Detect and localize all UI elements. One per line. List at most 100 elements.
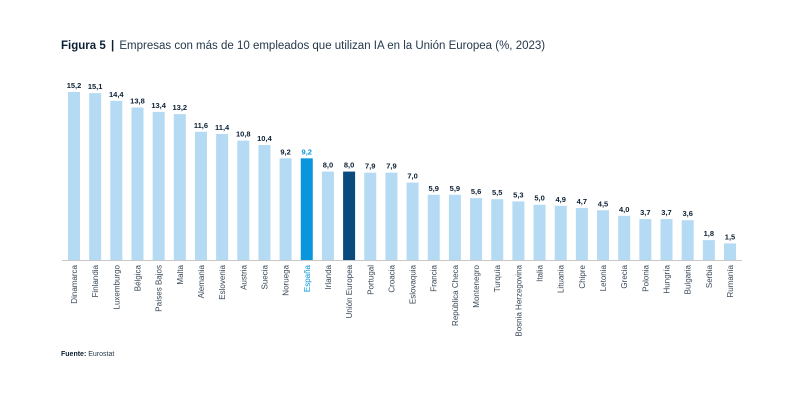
bar-espana <box>300 158 313 260</box>
bar-serbia <box>702 240 715 260</box>
category-label: Montenegro <box>472 264 481 307</box>
value-label: 4,7 <box>577 197 587 206</box>
category-label: Eslovaquia <box>409 264 418 304</box>
bar-hungria <box>660 219 673 260</box>
category-label: España <box>303 264 312 292</box>
value-label: 11,4 <box>215 123 230 132</box>
value-label: 4,9 <box>555 195 565 204</box>
figure-title: Figura 5 | Empresas con más de 10 emplea… <box>61 40 545 52</box>
figure-caption: Empresas con más de 10 empleados que uti… <box>119 40 546 52</box>
bar-irlanda <box>321 171 334 260</box>
bar-suecia <box>258 145 271 260</box>
bar-letonia <box>597 210 610 260</box>
bar-eslovaquia <box>406 182 419 260</box>
value-label: 15,1 <box>88 82 103 91</box>
bar-lituania <box>554 205 567 260</box>
category-label: Rumanía <box>726 264 735 297</box>
value-label: 4,5 <box>598 199 608 208</box>
bar-union-europea <box>343 171 356 260</box>
bar-belgica <box>131 107 144 260</box>
value-label: 13,4 <box>151 101 166 110</box>
value-label: 9,2 <box>302 147 312 156</box>
value-label: 1,5 <box>725 232 735 241</box>
value-label: 7,9 <box>365 162 375 171</box>
category-label: Irlanda <box>324 264 333 289</box>
category-label: Hungría <box>663 264 672 293</box>
value-label: 13,2 <box>173 103 188 112</box>
bar-republica-checa <box>448 194 461 260</box>
value-labels-group: 15,2 15,1 14,4 13,8 13,4 13,2 11,6 11,4 10,8 10,4… <box>67 81 736 241</box>
category-label: Dinamarca <box>70 264 79 303</box>
value-label: 15,2 <box>67 81 82 90</box>
bar-bulgaria <box>681 220 694 260</box>
category-label: Noruega <box>282 264 291 295</box>
bar-italia <box>533 204 546 260</box>
category-label: Alemania <box>197 264 206 298</box>
figure-label: Figura 5 <box>61 40 106 52</box>
bar-grecia <box>618 215 631 260</box>
category-label: Suecia <box>260 264 269 289</box>
value-label: 5,5 <box>492 188 502 197</box>
category-label: Lituania <box>557 264 566 293</box>
category-label: Finlandia <box>91 264 100 297</box>
category-label: Letonia <box>599 264 608 291</box>
value-label: 14,4 <box>109 90 124 99</box>
category-label: Bulgaria <box>684 264 693 294</box>
value-label: 3,7 <box>661 208 671 217</box>
category-label: Unión Europea <box>345 264 354 318</box>
value-label: 7,0 <box>407 172 417 181</box>
value-label: 5,6 <box>471 187 481 196</box>
bar-malta <box>173 114 186 260</box>
bar-rumania <box>724 243 736 260</box>
value-label: 5,9 <box>450 184 460 193</box>
category-label: Austria <box>239 264 248 289</box>
bar-francia <box>427 194 440 260</box>
value-label: 8,0 <box>344 161 354 170</box>
category-label: Portugal <box>366 265 375 295</box>
category-label: Países Bajos <box>155 265 164 312</box>
category-label: Polonia <box>641 264 650 291</box>
bar-luxemburgo <box>110 100 123 260</box>
figure-separator: | <box>110 40 115 52</box>
bar-eslovenia <box>216 134 229 260</box>
bar-croacia <box>385 172 398 260</box>
value-label: 8,0 <box>323 161 333 170</box>
bar-finlandia <box>89 93 102 260</box>
category-label: Chipre <box>578 264 587 288</box>
source-note: Fuente: Eurostat <box>61 351 114 358</box>
value-label: 11,6 <box>194 121 208 130</box>
source-value: Eurostat <box>88 351 115 358</box>
category-label: Eslovenia <box>218 264 227 299</box>
bar-alemania <box>194 131 207 260</box>
bars-group <box>68 92 736 260</box>
category-label: Luxemburgo <box>112 264 121 309</box>
value-label: 5,3 <box>513 190 523 199</box>
category-label: Serbia <box>705 264 714 288</box>
bar-paises-bajos <box>152 111 165 260</box>
bar-turquia <box>491 199 504 260</box>
category-label: República Checa <box>451 264 460 325</box>
bar-montenegro <box>470 198 483 260</box>
bar-dinamarca <box>68 92 80 260</box>
category-label: Francia <box>430 264 439 291</box>
value-label: 4,0 <box>619 205 629 214</box>
category-label: Bélgica <box>133 264 142 291</box>
bar-austria <box>237 140 250 260</box>
value-label: 13,8 <box>130 96 145 105</box>
value-label: 3,7 <box>640 208 650 217</box>
category-label: Turquía <box>493 264 502 292</box>
bar-chipre <box>575 208 588 260</box>
value-label: 5,0 <box>534 194 544 203</box>
source-label: Fuente: <box>61 351 87 358</box>
value-label: 10,8 <box>236 130 251 139</box>
category-label: Italia <box>536 264 545 281</box>
value-label: 3,6 <box>682 209 692 218</box>
value-label: 7,9 <box>386 162 396 171</box>
bar-portugal <box>364 172 377 260</box>
bar-bosnia-herzegovina <box>512 201 525 260</box>
category-label: Malta <box>176 264 185 284</box>
category-label: Croacia <box>387 264 396 292</box>
category-label: Bosnia Herzegovina <box>514 264 523 336</box>
value-label: 9,2 <box>280 147 290 156</box>
